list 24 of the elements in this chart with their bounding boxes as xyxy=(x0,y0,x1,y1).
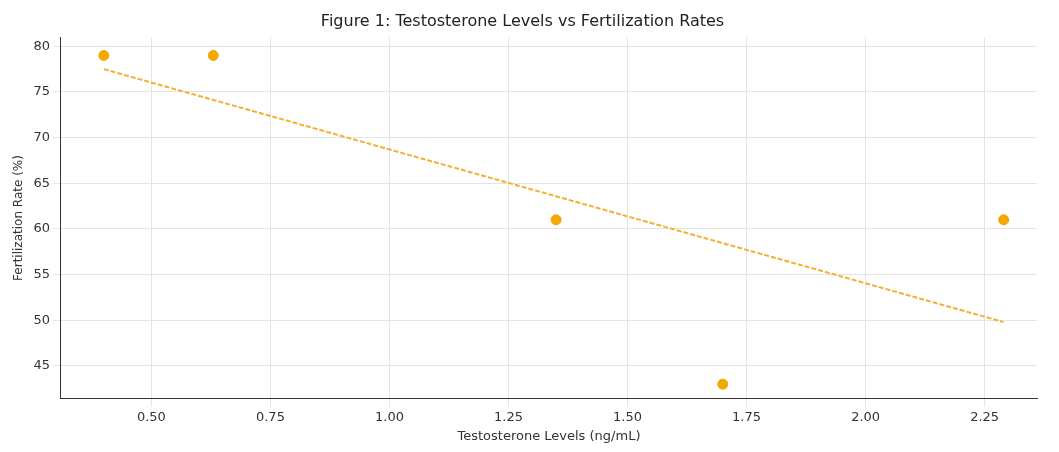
point xyxy=(998,214,1010,226)
point xyxy=(717,378,729,390)
y-tick-label: 50 xyxy=(33,311,50,327)
x-tick-label: 1.25 xyxy=(494,408,523,424)
x-tick-label: 1.00 xyxy=(374,408,404,424)
point xyxy=(98,49,110,61)
x-tick-label: 2.25 xyxy=(970,408,1000,424)
y-tick-label: 55 xyxy=(33,265,50,281)
y-axis-title: Fertilization Rate (%) xyxy=(11,155,26,281)
y-tick-label: 65 xyxy=(33,174,50,190)
y-tick-label: 80 xyxy=(33,37,50,53)
y-tick-label: 45 xyxy=(33,357,50,373)
y-tick-label: 60 xyxy=(33,220,50,236)
x-tick-label: 2.00 xyxy=(851,408,881,424)
x-tick-label: 1.50 xyxy=(613,408,643,424)
point xyxy=(550,214,562,226)
point xyxy=(207,49,219,61)
x-tick-label: 0.75 xyxy=(255,408,285,424)
chart-title: Figure 1: Testosterone Levels vs Fertilization Rates xyxy=(320,10,725,30)
y-tick-label: 75 xyxy=(33,83,50,99)
y-tick-label: 70 xyxy=(33,129,50,145)
x-tick-label: 1.75 xyxy=(732,408,762,424)
x-axis-title: Testosterone Levels (ng/mL) xyxy=(456,427,641,443)
x-tick-label: 0.50 xyxy=(136,408,166,424)
